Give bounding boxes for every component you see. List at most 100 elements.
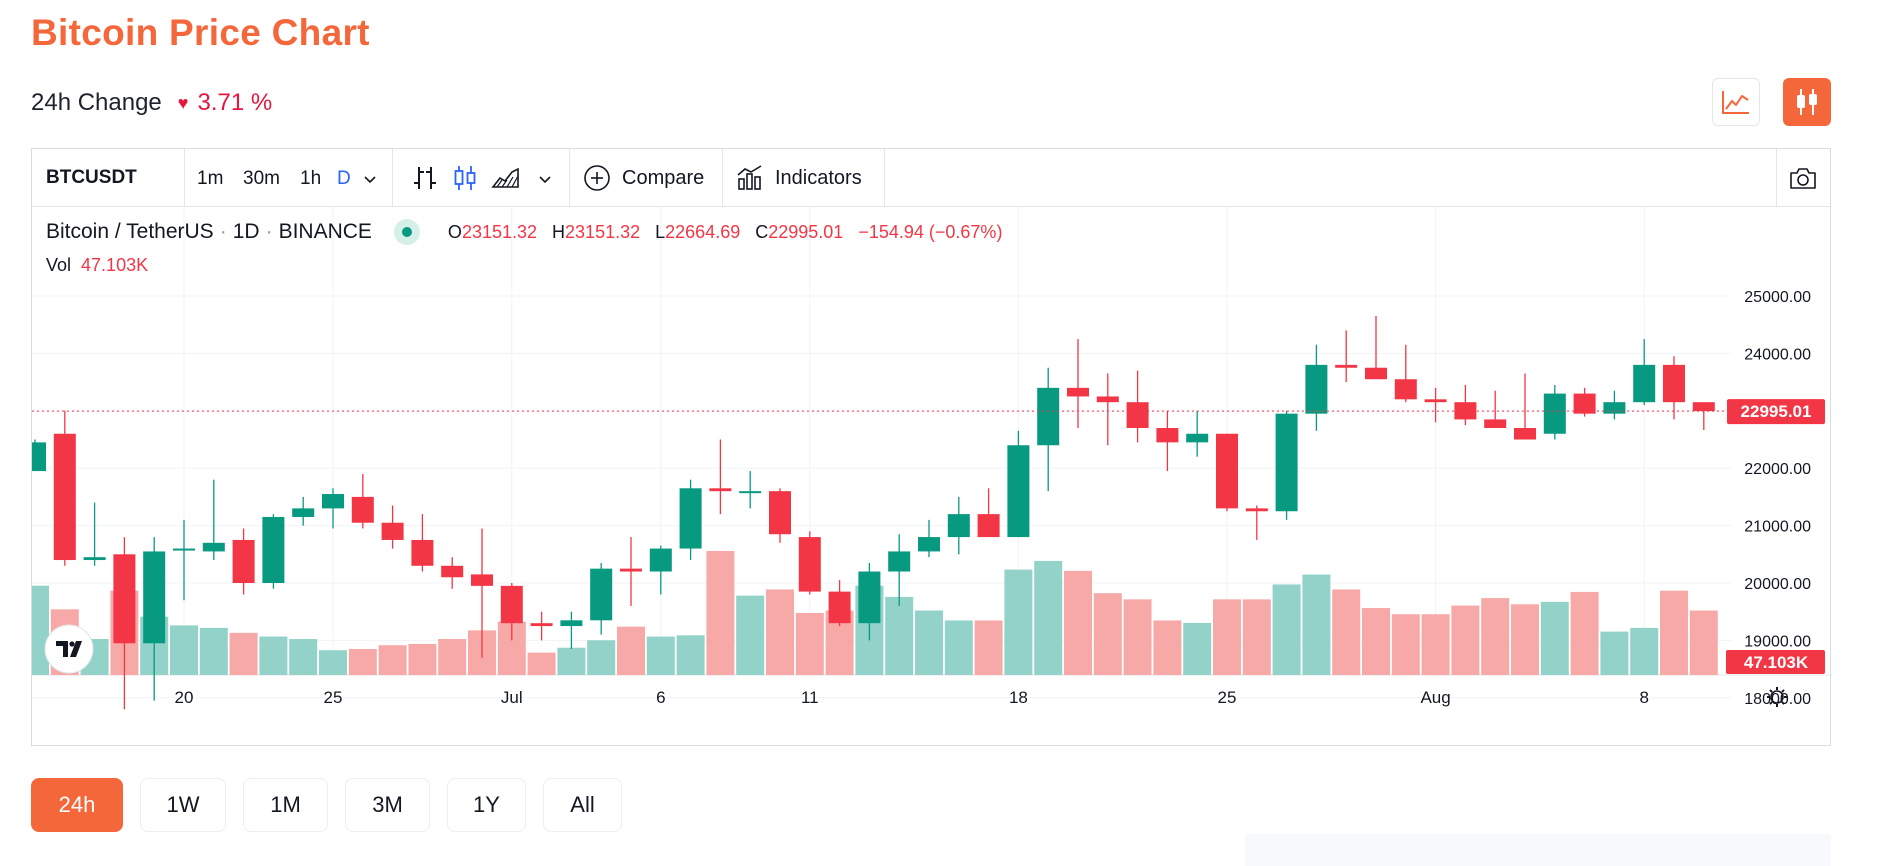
volume-bar [1213,599,1241,675]
candle-body [322,494,344,509]
page-title: Bitcoin Price Chart [31,12,370,53]
price-tick-label: 24000.00 [1744,346,1811,363]
market-status-icon[interactable] [393,219,420,245]
candle-body [351,496,374,523]
interval-1m[interactable]: 1m [197,168,224,189]
candle-body [1424,399,1447,403]
volume-bar [1064,570,1092,675]
candle-body [620,568,642,572]
interval-d[interactable]: D [337,168,351,189]
bars-icon[interactable] [410,163,440,193]
volume-bar [1034,560,1063,675]
period-all-button[interactable]: All [543,778,622,832]
legend-close: 22995.01 [768,221,844,242]
time-tick-label: 6 [656,688,665,707]
volume-bar [974,620,1003,675]
period-1w-button[interactable]: 1W [140,778,226,832]
volume-bar [557,647,586,675]
interval-1h[interactable]: 1h [300,168,322,189]
volume-bar [199,627,228,675]
interval-30m[interactable]: 30m [243,168,280,189]
period-1m-button[interactable]: 1M [243,778,328,832]
candle-body [530,623,553,627]
volume-bar [885,596,914,675]
volume-bar [408,644,437,675]
volume-bar [617,626,645,675]
candle-body [202,542,225,552]
settings-gear-icon[interactable] [1767,687,1787,707]
change-label: 24h Change [31,89,162,116]
volume-bar [1302,574,1331,675]
candle-body [739,491,762,494]
candle-body [173,548,195,551]
period-3m-button[interactable]: 3M [345,778,430,832]
candle-body [1603,402,1626,414]
bottom-panel [1245,834,1831,866]
volume-bar [1362,608,1390,675]
tradingview-logo[interactable] [44,624,94,674]
legend-change: −154.94 (−0.67%) [858,221,1003,242]
legend-symbol-name: Bitcoin / TetherUS [46,220,214,243]
candle-body [1454,402,1477,420]
line-chart-icon [1722,91,1749,114]
volume-bar [1511,604,1539,675]
chart-plot-area[interactable]: 18000.00 19000.00 20000.00 21000.00 22000.00… [21,207,1832,745]
volume-bar [1391,614,1420,675]
candle-body [1305,364,1328,414]
toolbar-divider [392,149,393,207]
volume-bar [1600,631,1629,675]
candle-body [1543,393,1566,434]
candle-body [1365,367,1387,380]
legend-open: 23151.32 [461,221,538,242]
candle-body [471,574,493,586]
candlestick-chart[interactable]: 18000.00 19000.00 20000.00 21000.00 22000.00… [21,207,1832,745]
plus-circle-icon [584,165,610,191]
legend-ohlc: O23151.32 H23151.32 L22664.69 C22995.01 … [447,221,1003,242]
chevron-down-icon[interactable] [537,171,553,187]
volume-bar [1660,590,1688,675]
volume-bar [1481,598,1510,675]
candle-body [1573,393,1596,414]
candle-body [1663,364,1685,403]
time-tick-label: 20 [175,688,194,707]
price-tick-label: 19000.00 [1744,633,1811,650]
candle-body [649,548,672,572]
candle-body [798,537,821,592]
candle-body [769,491,791,535]
symbol-button[interactable]: BTCUSDT [46,167,137,188]
chevron-down-icon[interactable] [362,171,378,187]
candle-body [1126,402,1149,429]
volume-bar [289,639,318,675]
volume-bar [1153,620,1182,675]
candlestick-view-button[interactable] [1783,78,1831,126]
candle-body [1096,396,1119,403]
candle-body [858,571,881,624]
line-view-button[interactable] [1712,78,1760,126]
price-change: 24h Change ♥ 3.71 % [31,89,272,117]
price-tick-label: 18000.00 [1744,691,1811,708]
candle-body [1514,428,1536,440]
volume-bar [915,610,943,675]
candle-body [1484,419,1507,429]
volume-bar [170,625,198,675]
toolbar-divider [884,149,885,207]
period-1y-button[interactable]: 1Y [447,778,526,832]
candle-body [1245,508,1268,512]
time-tick-label: 25 [324,688,343,707]
candle-body [500,585,523,624]
volume-bar [438,639,467,675]
period-24h-button[interactable]: 24h [31,778,123,832]
candle-body [1216,433,1238,509]
legend-low: 22664.69 [665,221,741,242]
area-chart-icon[interactable] [490,163,520,193]
volume-bar [1570,591,1599,675]
volume-bar [229,632,258,675]
volume-bar [736,595,765,675]
camera-icon[interactable] [1788,163,1818,193]
volume-bar [259,636,288,675]
period-selector: 24h 1W 1M 3M 1Y All [31,778,622,832]
candle-body [1275,413,1298,512]
toolbar-divider [722,149,723,207]
candle-body [1186,433,1209,443]
candles-icon[interactable] [450,163,480,193]
